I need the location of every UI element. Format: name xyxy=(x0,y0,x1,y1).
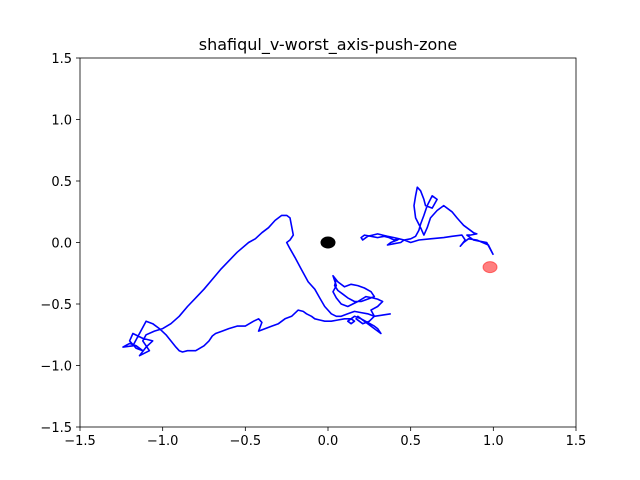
y-tick-label: 0.0 xyxy=(51,237,72,252)
x-tick-label: −0.5 xyxy=(230,434,262,449)
x-tick-label: −1.0 xyxy=(147,434,179,449)
marker-point-1 xyxy=(320,236,336,249)
chart-title: shafiqul_v-worst_axis-push-zone xyxy=(199,35,458,55)
y-tick-label: 1.5 xyxy=(51,52,72,67)
trajectory-line-2 xyxy=(122,214,391,357)
y-tick-label: −0.5 xyxy=(40,298,72,313)
y-tick-label: −1.5 xyxy=(40,421,72,436)
y-tick-label: 0.5 xyxy=(51,175,72,190)
x-tick-label: 0.0 xyxy=(318,434,339,449)
plot-area xyxy=(122,186,498,357)
marker-point-2 xyxy=(482,261,498,274)
x-tick-label: 1.5 xyxy=(566,434,587,449)
x-tick-label: 0.5 xyxy=(400,434,421,449)
y-tick-label: 1.0 xyxy=(51,114,72,129)
x-tick-label: 1.0 xyxy=(483,434,504,449)
y-tick-label: −1.0 xyxy=(40,360,72,375)
trajectory-line-1 xyxy=(360,186,495,256)
axes: −1.5 −1.0 −0.5 0.0 0.5 1.0 1.5 −1.5 −1.0 −0.5 0.0 0… xyxy=(40,52,586,449)
x-tick-label: −1.5 xyxy=(64,434,96,449)
